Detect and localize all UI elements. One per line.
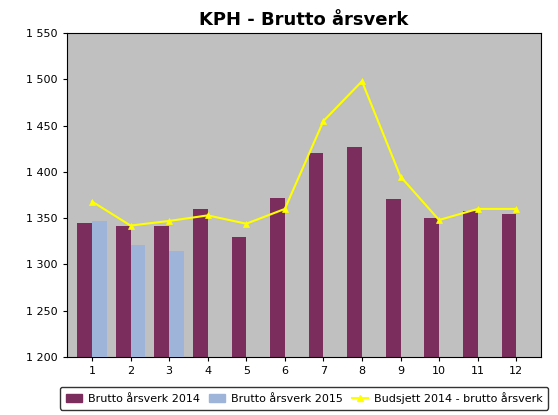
Bar	[169, 251, 184, 415]
Bar	[502, 214, 516, 415]
Bar	[92, 221, 107, 415]
Bar	[270, 198, 285, 415]
Bar	[309, 154, 324, 415]
Bar	[386, 199, 401, 415]
Bar	[131, 245, 145, 415]
Bar	[463, 211, 478, 415]
Bar	[232, 237, 246, 415]
Bar	[193, 209, 208, 415]
Title: KPH - Brutto årsverk: KPH - Brutto årsverk	[199, 11, 409, 29]
Bar	[347, 147, 362, 415]
Bar	[116, 226, 131, 415]
Bar	[78, 223, 92, 415]
Bar	[425, 218, 439, 415]
Bar	[155, 227, 169, 415]
Legend: Brutto årsverk 2014, Brutto årsverk 2015, Budsjett 2014 - brutto årsverk: Brutto årsverk 2014, Brutto årsverk 2015…	[60, 387, 548, 410]
